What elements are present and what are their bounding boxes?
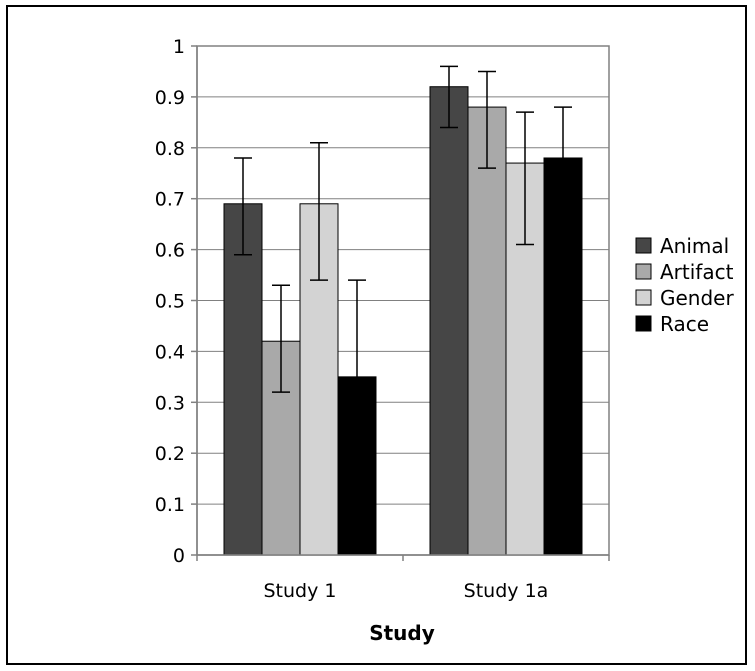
legend-label-animal: Animal — [660, 234, 729, 258]
axes — [191, 45, 610, 561]
y-tick-label: 0.2 — [155, 443, 185, 465]
bar-race-2 — [543, 157, 583, 556]
x-category-label: Study 1a — [464, 580, 549, 602]
y-tick-label: 0.8 — [155, 138, 185, 160]
bar-animal-1 — [223, 203, 263, 556]
error-bars — [234, 65, 572, 475]
x-axis-label: Study — [369, 621, 435, 645]
y-tick-label: 0.4 — [155, 341, 185, 363]
y-tick-label: 0.9 — [155, 87, 185, 109]
x-category-label: Study 1 — [264, 580, 337, 602]
legend-label-race: Race — [660, 312, 709, 336]
y-tick-label: 0.1 — [155, 494, 185, 516]
y-tick-label: 0.3 — [155, 392, 185, 414]
legend-swatch-gender — [635, 289, 652, 306]
y-tick-labels: 0 0.1 0.2 0.3 0.4 0.5 0.6 0.7 0.8 0.9 1 — [155, 36, 185, 567]
bar-animal-2 — [429, 86, 469, 556]
legend-label-artifact: Artifact — [660, 260, 734, 284]
legend-swatch-race — [635, 315, 652, 332]
legend-swatch-animal — [635, 237, 652, 254]
y-tick-label: 1 — [173, 36, 185, 58]
y-tick-label: 0 — [173, 545, 185, 567]
y-tick-label: 0.6 — [155, 240, 185, 262]
y-tick-label: 0.7 — [155, 189, 185, 211]
legend-swatch-artifact — [635, 263, 652, 280]
x-category-labels: Study 1 Study 1a — [264, 580, 549, 602]
bars — [223, 86, 583, 556]
legend-label-gender: Gender — [660, 286, 734, 310]
y-tick-label: 0.5 — [155, 291, 185, 313]
bar-artifact-2 — [467, 106, 507, 556]
